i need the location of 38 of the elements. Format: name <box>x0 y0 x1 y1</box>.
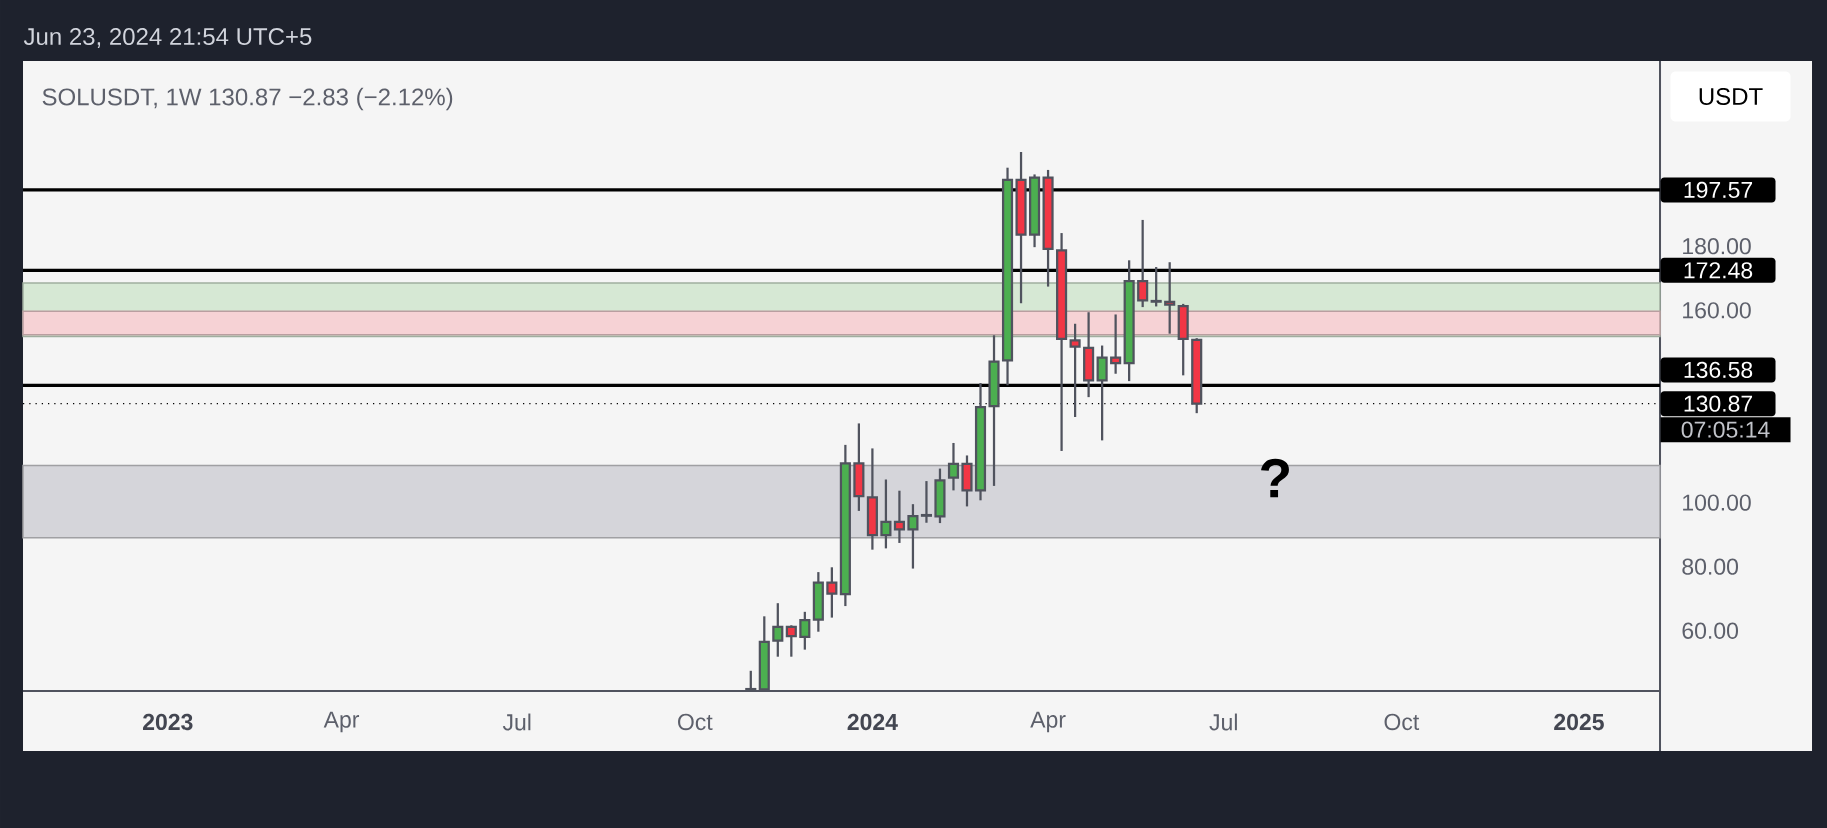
x-tick-label: Jul <box>502 713 531 731</box>
ref-line-label: 197.57 <box>1684 181 1753 199</box>
text: 07:05:14 <box>1681 421 1770 438</box>
text: USDT <box>1699 88 1763 105</box>
text: SOLUSDT, 1W 130.87 −2.83 (−2.12%) <box>42 87 453 111</box>
candlestick <box>1069 322 1081 419</box>
x-tick-label: 2024 <box>847 713 898 731</box>
candlestick <box>880 478 892 550</box>
y-tick-label: 160.00 <box>1683 302 1751 319</box>
x-tick-label: Jul <box>1209 713 1237 731</box>
x-tick-label: Apr <box>1030 711 1066 733</box>
ref-line-label: 172.48 <box>1684 262 1753 279</box>
candlestick <box>1164 261 1176 335</box>
x-tick-label: Apr <box>323 711 360 733</box>
chart-subtitle: Jun 23, 2024 21:54 UTC+5 <box>23 28 312 48</box>
candlestick <box>1150 265 1162 308</box>
y-tick-label: 80.00 <box>1682 558 1739 575</box>
candlestick <box>1096 344 1108 442</box>
candlestick <box>799 610 811 651</box>
x-tick-label: 2023 <box>142 713 193 731</box>
candlestick <box>1110 313 1122 375</box>
candlestick <box>1137 218 1149 309</box>
ref-line-label: 136.58 <box>1684 361 1753 379</box>
candlestick <box>826 566 838 619</box>
candlestick <box>893 489 905 545</box>
candlestick <box>907 503 919 570</box>
y-tick-label: 180.00 <box>1683 238 1751 255</box>
x-tick-label: Oct <box>1384 713 1420 731</box>
annotation: ? <box>1261 458 1289 498</box>
x-tick-label: Oct <box>678 713 713 731</box>
y-tick-label: 60.00 <box>1682 622 1739 639</box>
candlestick <box>785 624 797 658</box>
candlestick <box>920 479 933 524</box>
candlestick <box>947 441 960 492</box>
x-tick-label: 2025 <box>1554 713 1604 731</box>
candlestick <box>772 602 784 658</box>
y-tick-label: 100.00 <box>1683 494 1751 511</box>
ref-line-label: 130.87 <box>1684 395 1753 412</box>
